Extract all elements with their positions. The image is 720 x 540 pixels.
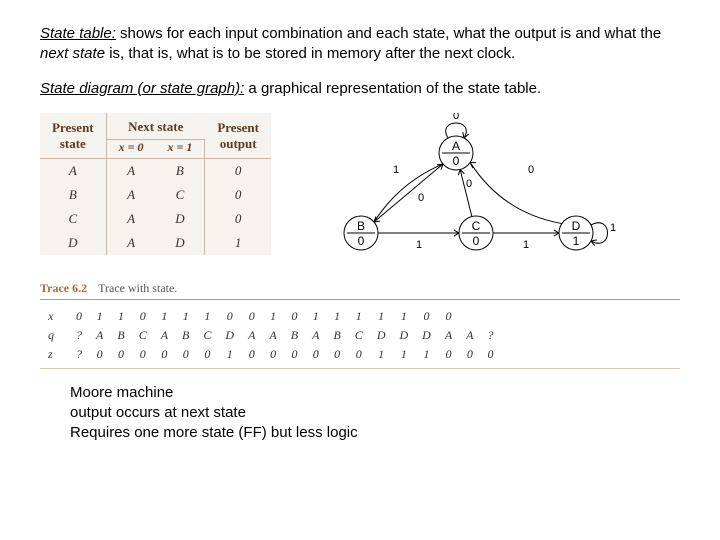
svg-text:A: A [452, 139, 460, 153]
trace-row: z?0000001000000111000 [42, 346, 500, 363]
paragraph-state-table: State table: shows for each input combin… [40, 24, 680, 65]
svg-text:0: 0 [453, 113, 459, 122]
bottom-note: Moore machine output occurs at next stat… [70, 383, 680, 444]
state-node-B: B0 [344, 216, 378, 250]
table-row: CAD0 [40, 207, 271, 231]
svg-text:1: 1 [416, 239, 422, 251]
svg-text:C: C [472, 219, 481, 233]
svg-text:1: 1 [523, 239, 529, 251]
state-node-C: C0 [459, 216, 493, 250]
svg-text:0: 0 [473, 234, 480, 248]
lead-state-diagram: State diagram (or state graph): [40, 80, 244, 97]
trace-subtitle: Trace with state. [98, 281, 177, 295]
svg-text:D: D [572, 219, 581, 233]
trace-section: Trace 6.2 Trace with state. x01101110010… [40, 281, 680, 369]
lead-state-table: State table: [40, 25, 116, 42]
svg-text:1: 1 [393, 164, 399, 176]
svg-text:B: B [357, 219, 365, 233]
table-row: DAD1 [40, 231, 271, 255]
svg-text:1: 1 [573, 234, 580, 248]
trace-row: x011011100101111100 [42, 308, 500, 325]
trace-row: q?ABCABCDAABABCDDDAA? [42, 327, 500, 344]
svg-text:0: 0 [418, 192, 424, 204]
svg-text:0: 0 [466, 178, 472, 190]
svg-text:1: 1 [610, 222, 616, 234]
svg-text:0: 0 [528, 164, 534, 176]
paragraph-state-diagram: State diagram (or state graph): a graphi… [40, 79, 680, 99]
state-diagram: 01000111A0B0C0D1 [301, 113, 680, 263]
table-row: BAC0 [40, 183, 271, 207]
trace-title: Trace 6.2 [40, 281, 87, 295]
table-row: AAB0 [40, 158, 271, 183]
trace-table: x011011100101111100 q?ABCABCDAABABCDDDAA?… [40, 306, 502, 365]
state-table: Present state Next state Present output … [40, 113, 271, 255]
svg-text:0: 0 [453, 154, 460, 168]
state-node-D: D1 [559, 216, 593, 250]
state-node-A: A0 [439, 136, 473, 170]
svg-text:0: 0 [358, 234, 365, 248]
